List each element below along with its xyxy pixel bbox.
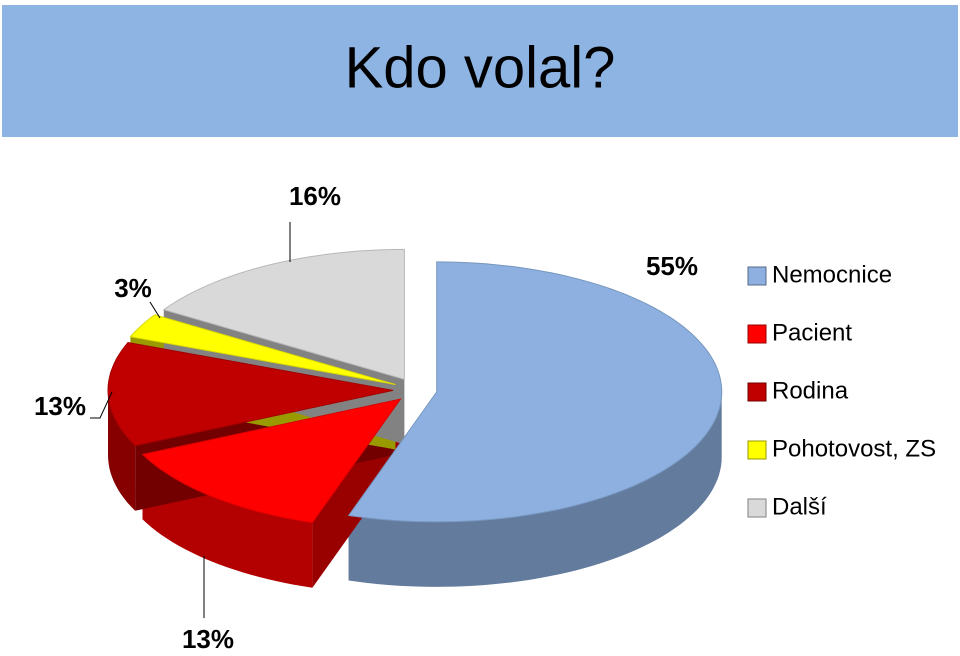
slice: [347, 261, 723, 523]
slice: [162, 248, 405, 381]
chart-title: Kdo volal?: [345, 35, 616, 100]
legend-swatch: [747, 266, 767, 286]
data-label: 13%: [34, 391, 86, 421]
legend-label: Další: [772, 493, 827, 520]
legend-label: Nemocnice: [772, 261, 892, 288]
legend-label: Pohotovost, ZS: [772, 435, 936, 462]
data-label: 55%: [646, 251, 698, 281]
legend-swatch: [747, 324, 767, 344]
legend-swatch: [747, 440, 767, 460]
legend-swatch: [747, 382, 767, 402]
title-banner: [2, 5, 958, 137]
slice: [107, 341, 394, 447]
data-label: 3%: [114, 273, 152, 303]
data-label: 13%: [182, 624, 234, 654]
leader-line: [149, 301, 161, 319]
slice-side: [108, 390, 136, 511]
data-label: 16%: [289, 181, 341, 211]
slice: [141, 398, 402, 524]
legend-label: Pacient: [772, 319, 852, 346]
legend-swatch: [747, 498, 767, 518]
leader-line: [90, 391, 113, 419]
slice-side: [348, 391, 722, 587]
legend-label: Rodina: [772, 377, 849, 404]
slice: [129, 314, 396, 385]
